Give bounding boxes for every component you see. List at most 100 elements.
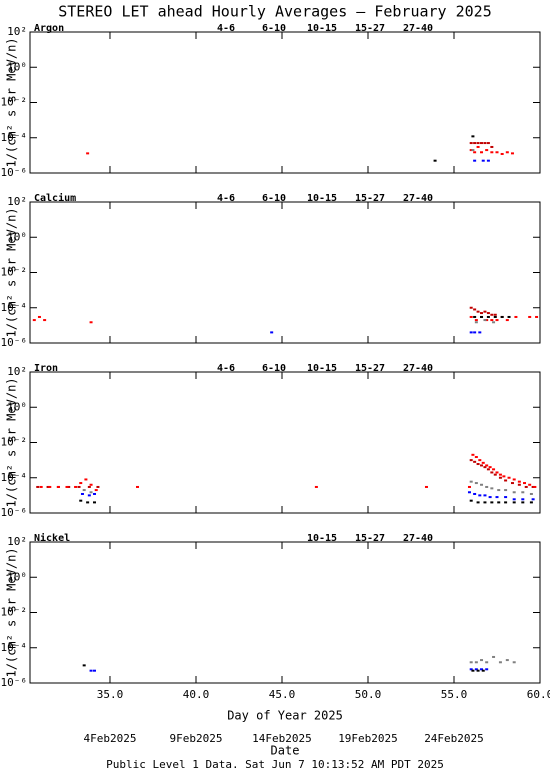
- data-point: [476, 463, 480, 466]
- legend-entry: 27-40: [403, 193, 433, 204]
- data-point: [490, 145, 494, 148]
- legend-entry: 4-6: [217, 193, 235, 204]
- data-point: [486, 142, 490, 145]
- y-tick-label: 10⁻⁴: [1, 471, 28, 484]
- data-point: [497, 489, 501, 492]
- data-point: [500, 152, 504, 155]
- data-point: [495, 471, 499, 474]
- data-point: [89, 321, 93, 324]
- data-point: [478, 494, 482, 497]
- data-point: [469, 499, 473, 502]
- date-tick-label: 19Feb2025: [338, 732, 398, 745]
- data-point: [495, 151, 499, 154]
- data-point: [476, 501, 480, 504]
- data-point: [486, 159, 490, 162]
- x-tick-label: 60.0: [527, 688, 550, 701]
- data-point: [524, 485, 528, 488]
- y-tick-label: 10⁻⁴: [1, 301, 28, 314]
- data-point: [507, 476, 511, 479]
- data-point: [485, 485, 489, 488]
- legend-entry: 6-10: [262, 363, 286, 374]
- date-tick-label: 9Feb2025: [169, 732, 222, 745]
- data-point: [531, 485, 535, 488]
- y-tick-label: 10⁻⁴: [1, 641, 28, 654]
- data-point: [528, 483, 532, 486]
- y-tick-label: 10⁻⁶: [1, 166, 28, 179]
- data-point: [512, 501, 516, 504]
- data-point: [79, 482, 83, 485]
- data-point: [469, 315, 473, 318]
- legend-entry: 27-40: [403, 363, 433, 374]
- data-point: [480, 668, 484, 671]
- data-point: [485, 319, 489, 322]
- data-point: [467, 491, 471, 494]
- data-point: [490, 487, 494, 490]
- data-point: [490, 151, 494, 154]
- y-tick-label: 10⁻⁶: [1, 506, 28, 519]
- data-point: [46, 485, 50, 488]
- data-point: [531, 498, 535, 501]
- legend-entry: 10-15: [307, 533, 337, 544]
- data-point: [483, 501, 487, 504]
- data-point: [481, 159, 485, 162]
- data-point: [473, 460, 477, 463]
- y-axis-label: 1/(cm² s sr MeV/n): [5, 377, 19, 507]
- legend-entry: 4-6: [217, 363, 235, 374]
- date-tick-label: 24Feb2025: [424, 732, 484, 745]
- data-point: [521, 498, 525, 501]
- data-point: [469, 149, 473, 152]
- data-point: [504, 496, 508, 499]
- plot-frame: [29, 541, 541, 684]
- data-point: [492, 468, 496, 471]
- data-point: [37, 315, 41, 318]
- data-point: [490, 471, 494, 474]
- data-point: [510, 482, 514, 485]
- data-point: [493, 473, 497, 476]
- data-point: [36, 485, 40, 488]
- data-point: [498, 661, 502, 664]
- data-point: [43, 319, 47, 322]
- data-point: [89, 491, 93, 494]
- x-axis-label: Day of Year 2025: [227, 709, 343, 723]
- data-point: [481, 461, 485, 464]
- y-tick-label: 10⁻²: [1, 606, 28, 619]
- legend-entry: 27-40: [403, 23, 433, 34]
- data-point: [480, 312, 484, 315]
- plot-frame: [29, 201, 541, 344]
- data-point: [512, 478, 516, 481]
- legend-entry: 27-40: [403, 533, 433, 544]
- data-point: [469, 331, 473, 334]
- data-point: [89, 669, 93, 672]
- data-point: [471, 135, 475, 138]
- data-point: [89, 483, 93, 486]
- data-point: [507, 315, 511, 318]
- data-point: [270, 331, 274, 334]
- data-point: [136, 485, 140, 488]
- data-point: [517, 483, 521, 486]
- legend-entry: 6-10: [262, 193, 286, 204]
- data-point: [473, 308, 477, 311]
- data-point: [93, 669, 97, 672]
- data-point: [424, 485, 428, 488]
- legend-entry: 6-10: [262, 23, 286, 34]
- data-point: [86, 501, 90, 504]
- data-point: [505, 319, 509, 322]
- data-point: [87, 485, 91, 488]
- data-point: [469, 459, 473, 462]
- data-point: [488, 496, 492, 499]
- data-point: [483, 142, 487, 145]
- data-point: [473, 492, 477, 495]
- data-point: [481, 669, 485, 672]
- data-point: [512, 491, 516, 494]
- data-point: [480, 464, 484, 467]
- chart-title: STEREO LET ahead Hourly Averages – Febru…: [58, 3, 491, 21]
- legend-entry: 10-15: [307, 193, 337, 204]
- data-point: [56, 485, 60, 488]
- legend-entry: 15-27: [355, 23, 385, 34]
- data-point: [471, 669, 475, 672]
- data-point: [485, 464, 489, 467]
- data-point: [500, 315, 504, 318]
- data-point: [504, 489, 508, 492]
- data-point: [504, 501, 508, 504]
